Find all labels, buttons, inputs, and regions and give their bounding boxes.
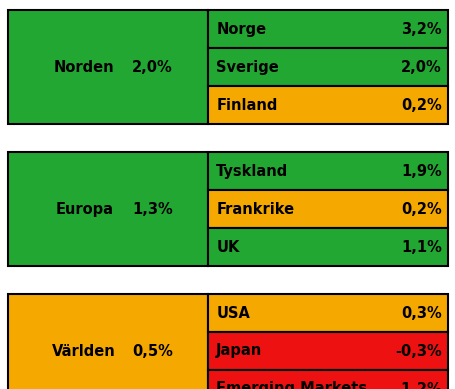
- Bar: [208, 370, 447, 389]
- Text: 1,3%: 1,3%: [131, 202, 172, 217]
- Text: Tyskland: Tyskland: [216, 163, 288, 179]
- Bar: [208, 332, 447, 370]
- Bar: [208, 190, 447, 228]
- Text: 1,9%: 1,9%: [400, 163, 441, 179]
- Text: Norge: Norge: [216, 21, 266, 37]
- Text: UK: UK: [216, 240, 239, 254]
- Text: 0,5%: 0,5%: [131, 343, 172, 359]
- Bar: [8, 294, 208, 389]
- Text: Frankrike: Frankrike: [216, 202, 293, 217]
- Bar: [8, 152, 208, 266]
- Text: Europa: Europa: [55, 202, 113, 217]
- Bar: [208, 228, 447, 266]
- Bar: [8, 10, 208, 124]
- Text: 1,1%: 1,1%: [400, 240, 441, 254]
- Text: 2,0%: 2,0%: [131, 60, 172, 75]
- Text: USA: USA: [216, 305, 249, 321]
- Text: -1,2%: -1,2%: [394, 382, 441, 389]
- Text: 0,3%: 0,3%: [400, 305, 441, 321]
- Text: 3,2%: 3,2%: [400, 21, 441, 37]
- Bar: [208, 10, 447, 48]
- Text: 0,2%: 0,2%: [400, 202, 441, 217]
- Text: Världen: Världen: [52, 343, 116, 359]
- Text: Emerging Markets: Emerging Markets: [216, 382, 367, 389]
- Bar: [208, 294, 447, 332]
- Text: Sverige: Sverige: [216, 60, 278, 75]
- Bar: [208, 86, 447, 124]
- Text: 2,0%: 2,0%: [400, 60, 441, 75]
- Text: Japan: Japan: [216, 343, 262, 359]
- Text: Norden: Norden: [54, 60, 114, 75]
- Text: Finland: Finland: [216, 98, 277, 112]
- Bar: [208, 152, 447, 190]
- Text: 0,2%: 0,2%: [400, 98, 441, 112]
- Bar: [208, 48, 447, 86]
- Text: -0,3%: -0,3%: [394, 343, 441, 359]
